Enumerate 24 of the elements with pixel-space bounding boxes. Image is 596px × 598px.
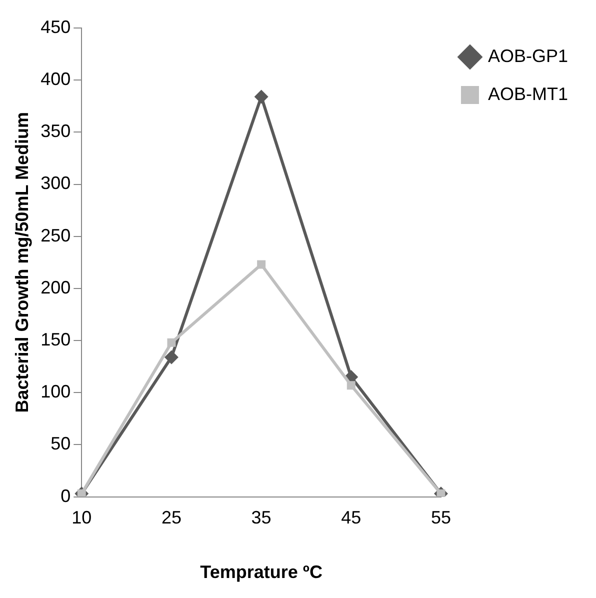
legend-label: AOB-GP1 (488, 46, 568, 66)
point (346, 381, 356, 390)
y-axis-title: Bacterial Growth mg/50mL Medium (12, 112, 32, 413)
y-tick-label: 350 (40, 121, 71, 142)
point (164, 350, 178, 364)
y-tick-label: 250 (40, 225, 71, 246)
y-tick-label: 300 (40, 173, 71, 194)
point (257, 260, 266, 269)
x-tick-label: 35 (251, 508, 272, 528)
y-tick-label: 100 (40, 382, 71, 402)
y-tick-label: 200 (40, 277, 71, 298)
x-tick-label: 45 (341, 508, 362, 528)
y-tick-label: 0 (60, 486, 71, 506)
x-tick-label: 10 (72, 508, 92, 528)
x-axis-title: Temprature ºC (200, 562, 322, 582)
point (167, 338, 176, 347)
x-tick-label: 55 (430, 508, 451, 528)
y-tick-label: 400 (40, 69, 71, 90)
point (254, 90, 268, 104)
y-tick-label: 150 (40, 330, 71, 350)
legend-label: AOB-MT1 (488, 84, 568, 104)
y-tick-label: 50 (50, 434, 71, 454)
y-tick-label: 450 (40, 16, 71, 37)
x-tick-label: 25 (161, 508, 182, 528)
